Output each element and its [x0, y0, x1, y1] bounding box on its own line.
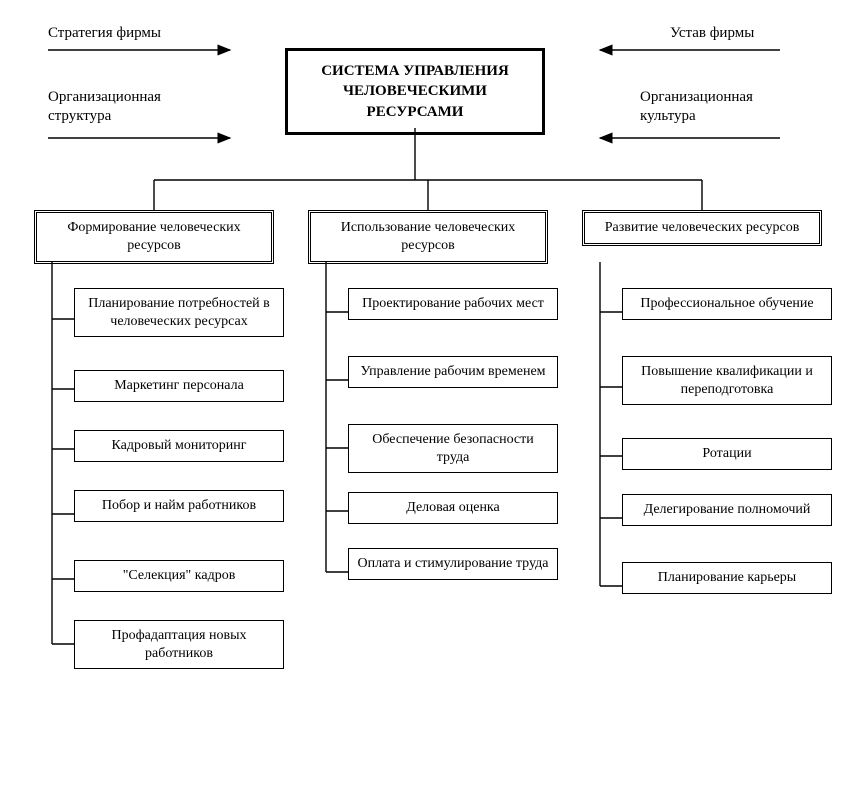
- branch-header-development: Развитие человеческих ресурсов: [582, 210, 822, 246]
- hr-system-diagram: Стратегия фирмы Организационная структур…: [0, 0, 864, 811]
- item-usage-4: Оплата и стимулирование труда: [348, 548, 558, 580]
- item-usage-2: Обеспечение безопасности труда: [348, 424, 558, 473]
- item-dev-3: Делегирование полномочий: [622, 494, 832, 526]
- context-label-strategy: Стратегия фирмы: [48, 24, 228, 43]
- item-formation-1: Маркетинг персонала: [74, 370, 284, 402]
- root-node: СИСТЕМА УПРАВЛЕНИЯ ЧЕЛОВЕЧЕСКИМИ РЕСУРСА…: [285, 48, 545, 135]
- item-usage-1: Управление рабочим временем: [348, 356, 558, 388]
- item-formation-5: Профадаптация новых работников: [74, 620, 284, 669]
- branch-header-usage: Использование человеческих ресурсов: [308, 210, 548, 264]
- item-dev-1: Повышение квалификации и переподготовка: [622, 356, 832, 405]
- item-dev-4: Планирование карьеры: [622, 562, 832, 594]
- item-formation-4: "Селекция" кадров: [74, 560, 284, 592]
- item-usage-0: Проектирование рабочих мест: [348, 288, 558, 320]
- context-label-org-culture: Организационная культура: [640, 88, 810, 126]
- branch-header-formation: Формирование человеческих ресурсов: [34, 210, 274, 264]
- item-formation-0: Планирование потребностей в человеческих…: [74, 288, 284, 337]
- item-formation-2: Кадровый мониторинг: [74, 430, 284, 462]
- context-label-org-structure: Организационная структура: [48, 88, 198, 126]
- item-usage-3: Деловая оценка: [348, 492, 558, 524]
- item-dev-2: Ротации: [622, 438, 832, 470]
- item-dev-0: Профессиональное обучение: [622, 288, 832, 320]
- item-formation-3: Побор и найм работников: [74, 490, 284, 522]
- context-label-charter: Устав фирмы: [670, 24, 820, 43]
